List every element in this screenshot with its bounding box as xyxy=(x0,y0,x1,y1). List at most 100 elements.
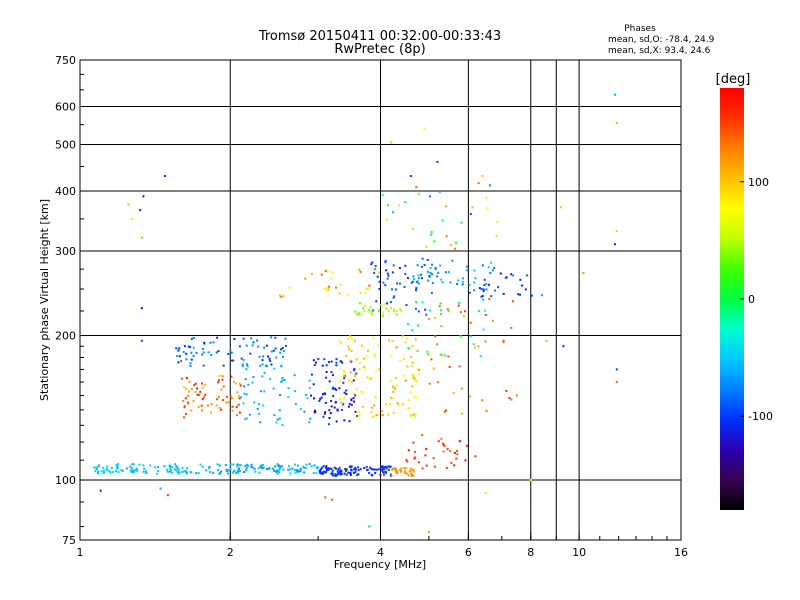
data-point xyxy=(252,466,254,469)
data-point xyxy=(394,386,396,389)
data-point xyxy=(359,362,362,364)
data-point xyxy=(238,467,240,470)
data-point xyxy=(323,412,326,415)
data-point xyxy=(453,464,456,467)
data-point xyxy=(215,351,218,354)
data-point xyxy=(374,355,376,358)
data-point xyxy=(368,377,370,380)
data-point xyxy=(108,470,111,473)
data-point xyxy=(197,472,200,475)
data-point xyxy=(287,468,289,471)
data-point xyxy=(320,472,322,475)
data-point xyxy=(197,405,200,408)
data-point xyxy=(444,271,447,274)
data-point xyxy=(348,465,351,468)
data-point xyxy=(360,390,363,393)
data-point xyxy=(189,471,192,473)
data-point xyxy=(480,288,483,291)
data-point xyxy=(326,269,329,272)
data-point xyxy=(171,471,174,474)
data-point xyxy=(387,413,390,416)
data-point xyxy=(353,368,356,371)
data-point xyxy=(430,358,433,361)
data-point xyxy=(164,175,166,177)
data-point xyxy=(125,467,128,470)
data-point xyxy=(238,345,241,348)
x-tick-label: 8 xyxy=(527,546,534,559)
data-point xyxy=(244,464,247,467)
data-point xyxy=(387,468,390,471)
data-point xyxy=(315,361,317,364)
data-point xyxy=(182,400,185,402)
data-point xyxy=(144,470,147,473)
data-point xyxy=(353,400,355,403)
data-point xyxy=(502,339,505,342)
data-point xyxy=(229,468,232,471)
data-point xyxy=(132,463,135,466)
data-point xyxy=(317,466,319,469)
data-point xyxy=(204,393,207,396)
data-point xyxy=(404,201,407,204)
data-point xyxy=(413,470,415,473)
data-point xyxy=(196,393,199,396)
data-point xyxy=(384,471,387,474)
data-point xyxy=(98,464,101,467)
data-point xyxy=(408,347,411,350)
data-point xyxy=(434,335,437,338)
data-point xyxy=(184,397,187,400)
data-point xyxy=(505,389,508,392)
data-point xyxy=(417,277,420,280)
data-point xyxy=(250,463,253,466)
data-point xyxy=(212,471,215,474)
data-point xyxy=(437,271,440,274)
data-point xyxy=(389,307,392,310)
data-point xyxy=(235,406,238,409)
data-point xyxy=(262,466,265,469)
data-point xyxy=(429,272,432,275)
data-point xyxy=(331,271,334,274)
data-point xyxy=(449,450,452,453)
data-point xyxy=(265,344,268,347)
data-point xyxy=(318,470,321,473)
data-point xyxy=(385,269,388,272)
data-point xyxy=(106,469,109,472)
data-point xyxy=(381,414,384,417)
data-point xyxy=(308,421,311,424)
data-point xyxy=(210,354,212,356)
x-axis-label: Frequency [MHz] xyxy=(334,558,426,571)
data-point xyxy=(388,403,391,405)
data-point xyxy=(414,307,417,310)
data-point xyxy=(427,279,430,282)
data-point xyxy=(392,211,395,214)
data-point xyxy=(357,469,360,472)
data-point xyxy=(372,337,375,340)
data-point xyxy=(310,272,313,275)
data-point xyxy=(190,337,193,340)
data-point xyxy=(352,397,355,399)
data-point xyxy=(416,350,419,352)
data-point xyxy=(175,347,178,350)
data-point xyxy=(220,388,223,391)
data-point xyxy=(348,348,351,351)
data-point xyxy=(278,417,281,420)
data-point xyxy=(393,295,396,298)
data-point xyxy=(253,468,256,470)
data-point xyxy=(483,278,486,281)
data-point xyxy=(430,233,433,236)
data-point xyxy=(485,196,487,199)
data-point xyxy=(127,203,130,206)
data-point xyxy=(383,473,385,476)
data-point xyxy=(407,398,410,401)
data-point xyxy=(424,454,427,457)
data-point xyxy=(303,466,306,469)
data-point xyxy=(224,464,227,467)
data-point xyxy=(245,417,248,420)
data-point xyxy=(517,293,520,296)
data-point xyxy=(331,472,334,475)
data-point xyxy=(411,228,414,230)
data-point xyxy=(338,466,341,469)
colorbar-unit-label: [deg] xyxy=(716,72,751,87)
data-point xyxy=(436,160,439,163)
data-point xyxy=(299,408,302,411)
data-point xyxy=(287,396,290,399)
